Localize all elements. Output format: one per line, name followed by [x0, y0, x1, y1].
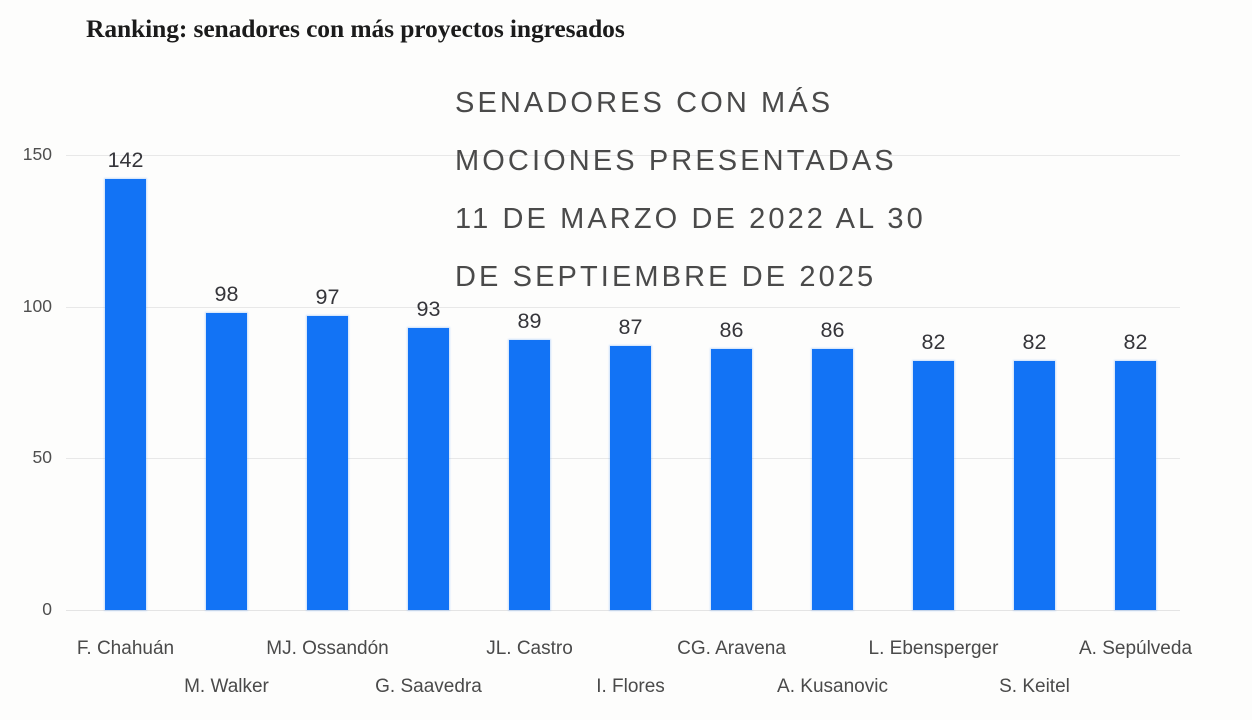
bar-value-label: 142	[107, 148, 144, 173]
gridline-150	[66, 155, 1180, 156]
bar-value-label: 87	[618, 315, 643, 340]
gridline-100	[66, 306, 1180, 308]
bar-value-label: 86	[820, 318, 845, 343]
y-axis-tick-label: 0	[42, 599, 52, 619]
bar-value-label: 82	[1123, 330, 1148, 355]
bar-value-label: 89	[517, 309, 542, 334]
bar[interactable]	[105, 179, 146, 610]
y-axis-tick-label: 50	[32, 447, 52, 468]
x-axis-category-label: G. Saavedra	[375, 676, 482, 697]
bar[interactable]	[711, 349, 752, 610]
bar[interactable]	[408, 327, 449, 610]
bar[interactable]	[1014, 361, 1055, 610]
bar-value-label: 82	[921, 330, 946, 355]
x-axis-category-label: CG. Aravena	[677, 638, 786, 659]
x-axis-category-label: F. Chahuán	[76, 638, 175, 659]
x-axis-category-label: A. Sepúlveda	[1078, 638, 1193, 659]
bar[interactable]	[1115, 361, 1156, 610]
x-axis-category-label: A. Kusanovic	[777, 676, 888, 697]
x-axis-category-label: JL. Castro	[486, 638, 573, 659]
bar-value-label: 86	[719, 318, 744, 343]
x-axis-category-label: I. Flores	[596, 676, 665, 697]
gridline-0	[66, 610, 1180, 611]
x-axis-category-label: MJ. Ossandón	[266, 638, 389, 659]
x-axis-category-label: L. Ebensperger	[868, 638, 999, 659]
bar-value-label: 82	[1022, 330, 1047, 355]
bar[interactable]	[812, 349, 853, 610]
x-axis-category-label: M. Walker	[184, 676, 269, 697]
bar[interactable]	[913, 361, 954, 610]
bar-value-label: 93	[416, 296, 441, 321]
bar[interactable]	[610, 346, 651, 610]
x-axis-category-label: S. Keitel	[999, 676, 1070, 697]
page-title: Ranking: senadores con más proyectos ing…	[86, 14, 625, 43]
y-axis-tick-label: 100	[22, 295, 52, 316]
bar[interactable]	[307, 315, 348, 610]
bar-value-label: 98	[214, 281, 239, 306]
bar[interactable]	[206, 312, 247, 610]
bar[interactable]	[509, 340, 550, 610]
y-axis-tick-label: 150	[22, 144, 52, 164]
bar-value-label: 97	[315, 284, 340, 309]
